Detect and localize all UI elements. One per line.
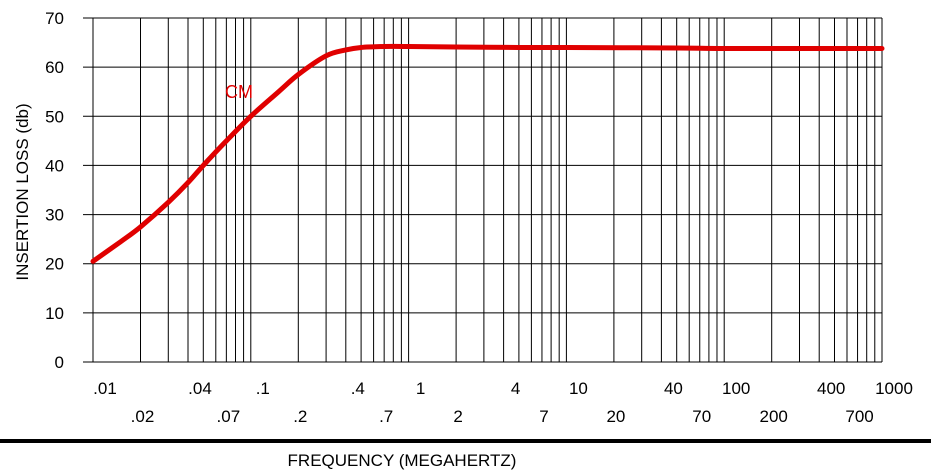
annotations: CM	[225, 82, 253, 102]
x-tick-label: .02	[131, 407, 155, 426]
x-tick-labels: .01 .04 .1 .4 1 4 10 40 100 400 1000 .02 .07 .2 .7 2 7 20…	[93, 379, 913, 426]
y-tick-label: 40	[45, 156, 64, 175]
x-tick-label: 2	[453, 407, 462, 426]
x-tick-label: 200	[760, 407, 788, 426]
x-tick-label: 1000	[875, 379, 913, 398]
x-tick-label: .01	[93, 379, 117, 398]
x-tick-label: 700	[845, 407, 873, 426]
x-tick-label: 7	[539, 407, 548, 426]
x-tick-label: 4	[511, 379, 520, 398]
x-tick-label: .7	[379, 407, 393, 426]
y-tick-label: 20	[45, 255, 64, 274]
x-tick-label: 100	[722, 379, 750, 398]
x-tick-label: 10	[569, 379, 588, 398]
x-tick-label: .07	[217, 407, 241, 426]
x-tick-label: 70	[692, 407, 711, 426]
x-tick-label: 40	[664, 379, 683, 398]
x-tick-label: 400	[817, 379, 845, 398]
y-tick-label: 10	[45, 304, 64, 323]
y-axis-title: INSERTION LOSS (db)	[13, 103, 32, 280]
series-line-cm	[90, 43, 885, 264]
x-tick-label: .4	[351, 379, 365, 398]
x-tick-label: .1	[256, 379, 270, 398]
y-tick-label: 60	[45, 58, 64, 77]
grid	[83, 17, 883, 363]
y-tick-labels: 0 10 20 30 40 50 60 70	[45, 9, 64, 372]
y-tick-label: 50	[45, 107, 64, 126]
y-tick-label: 70	[45, 9, 64, 28]
x-tick-label: 1	[416, 379, 425, 398]
y-tick-label: 0	[55, 353, 64, 372]
y-tick-label: 30	[45, 206, 64, 225]
series-lines	[90, 43, 885, 264]
x-tick-label: .2	[293, 407, 307, 426]
x-axis-title: FREQUENCY (MEGAHERTZ)	[288, 451, 517, 470]
x-tick-label: 20	[606, 407, 625, 426]
series-annotation: CM	[225, 82, 253, 102]
x-tick-label: .04	[188, 379, 212, 398]
